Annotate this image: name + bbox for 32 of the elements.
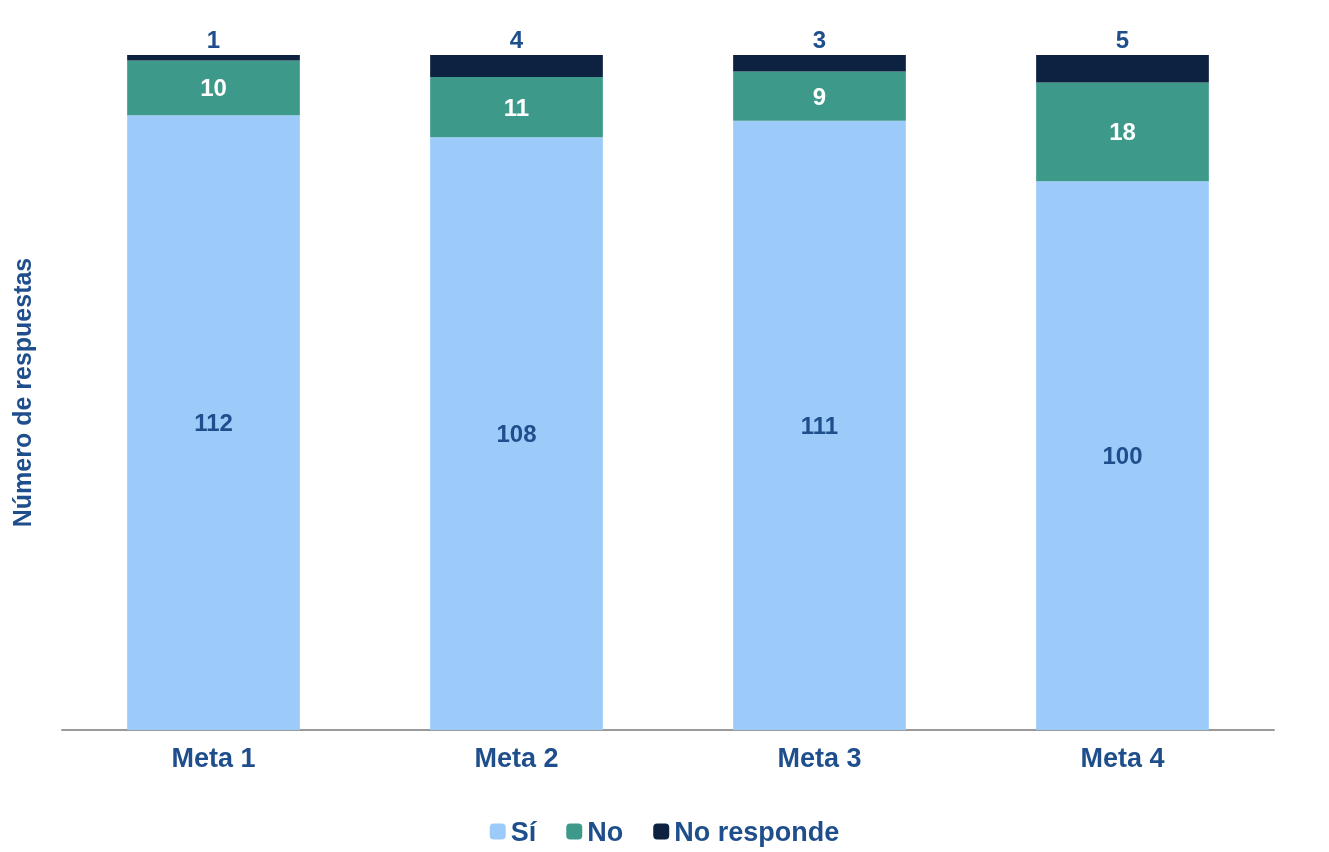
data-label: 4 — [509, 25, 524, 53]
data-label: 108 — [496, 420, 537, 448]
data-label: 1 — [206, 25, 221, 53]
bar — [127, 55, 300, 61]
bar — [733, 120, 906, 730]
legend-label: Sí — [510, 816, 538, 847]
data-label: 112 — [194, 409, 233, 437]
data-label: 100 — [1102, 442, 1143, 470]
bar — [127, 115, 300, 730]
data-label: 5 — [1115, 25, 1130, 53]
bar — [430, 55, 603, 77]
data-label: 111 — [800, 411, 839, 439]
bar — [127, 60, 300, 116]
legend-label: No — [587, 816, 624, 847]
x-tick-label: Meta 4 — [1080, 742, 1165, 773]
y-axis-title: Número de respuestas — [7, 257, 36, 528]
data-label: 9 — [812, 82, 827, 110]
legend-label: No responde — [674, 816, 840, 847]
bar — [1036, 82, 1209, 182]
x-tick-label: Meta 3 — [777, 742, 862, 773]
x-tick-label: Meta 1 — [171, 742, 256, 773]
bar — [430, 137, 603, 730]
bar — [430, 76, 603, 138]
bar — [733, 55, 906, 72]
bar — [1036, 55, 1209, 83]
x-tick-label: Meta 2 — [474, 742, 559, 773]
data-label: 10 — [200, 74, 227, 102]
data-label: 3 — [812, 25, 827, 53]
bar — [1036, 181, 1209, 730]
bar — [733, 71, 906, 121]
data-label: 18 — [1109, 118, 1136, 146]
data-label: 11 — [503, 93, 530, 121]
